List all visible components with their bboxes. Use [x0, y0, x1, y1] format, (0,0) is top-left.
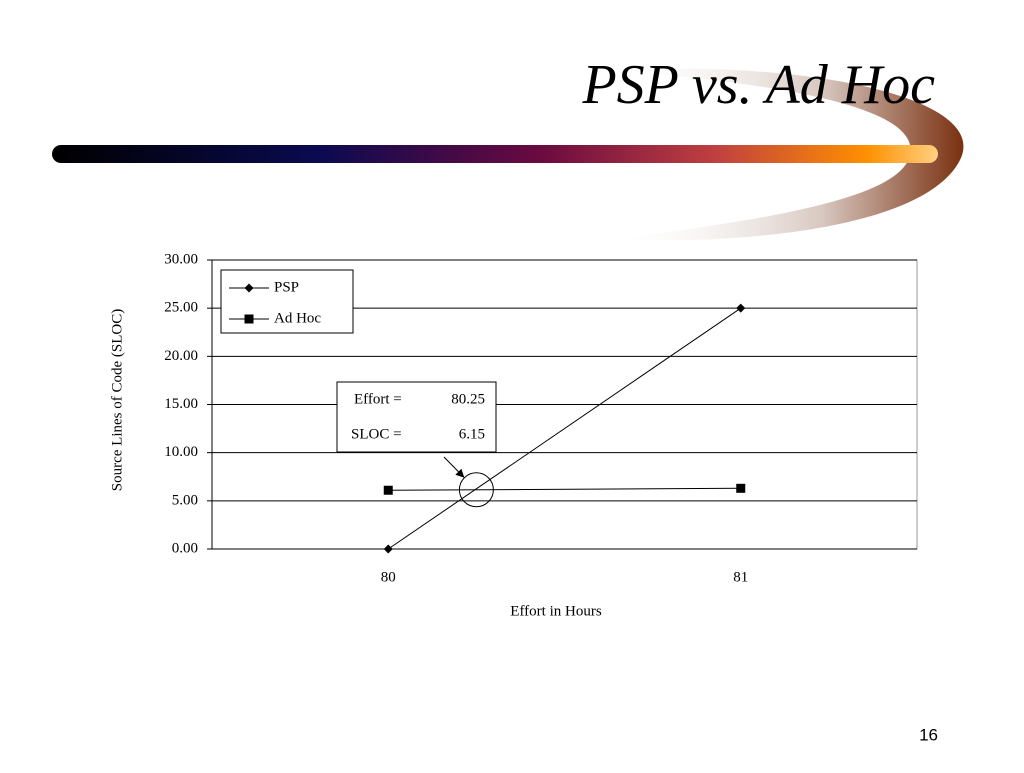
page-number: 16: [919, 725, 938, 744]
series-line: [388, 487, 741, 491]
decor-bar: [52, 145, 938, 163]
y-tick-label: 20.00: [164, 348, 198, 364]
legend-marker: [244, 283, 254, 293]
legend-label: PSP: [274, 279, 299, 295]
annotation-circle: [458, 472, 494, 508]
y-tick-label: 10.00: [164, 444, 198, 460]
decor-swoosh: [610, 68, 964, 241]
annotation-box: [336, 381, 497, 453]
x-tick-label: 80: [381, 569, 396, 585]
data-point: [383, 485, 393, 495]
slide-title: PSP vs. Ad Hoc: [581, 54, 935, 116]
annotation-value: 6.15: [459, 426, 485, 442]
y-tick-label: 5.00: [172, 492, 198, 508]
series-line: [387, 307, 742, 550]
data-point: [736, 483, 746, 493]
x-tick-label: 81: [733, 569, 748, 585]
y-tick-label: 25.00: [164, 300, 198, 316]
annotation-label: Effort =: [354, 391, 402, 407]
annotation-label: SLOC =: [351, 426, 402, 442]
legend-marker: [244, 314, 254, 324]
annotation-arrowhead: [455, 468, 465, 478]
annotation-value: 80.25: [451, 391, 485, 407]
y-tick-label: 0.00: [172, 540, 198, 556]
y-axis-label: Source Lines of Code (SLOC): [109, 309, 125, 491]
y-tick-label: 30.00: [164, 251, 198, 267]
data-point: [736, 303, 746, 313]
legend-box: [220, 269, 354, 334]
legend-label: Ad Hoc: [274, 310, 321, 326]
x-axis-label: Effort in Hours: [510, 603, 602, 619]
y-tick-label: 15.00: [164, 396, 198, 412]
